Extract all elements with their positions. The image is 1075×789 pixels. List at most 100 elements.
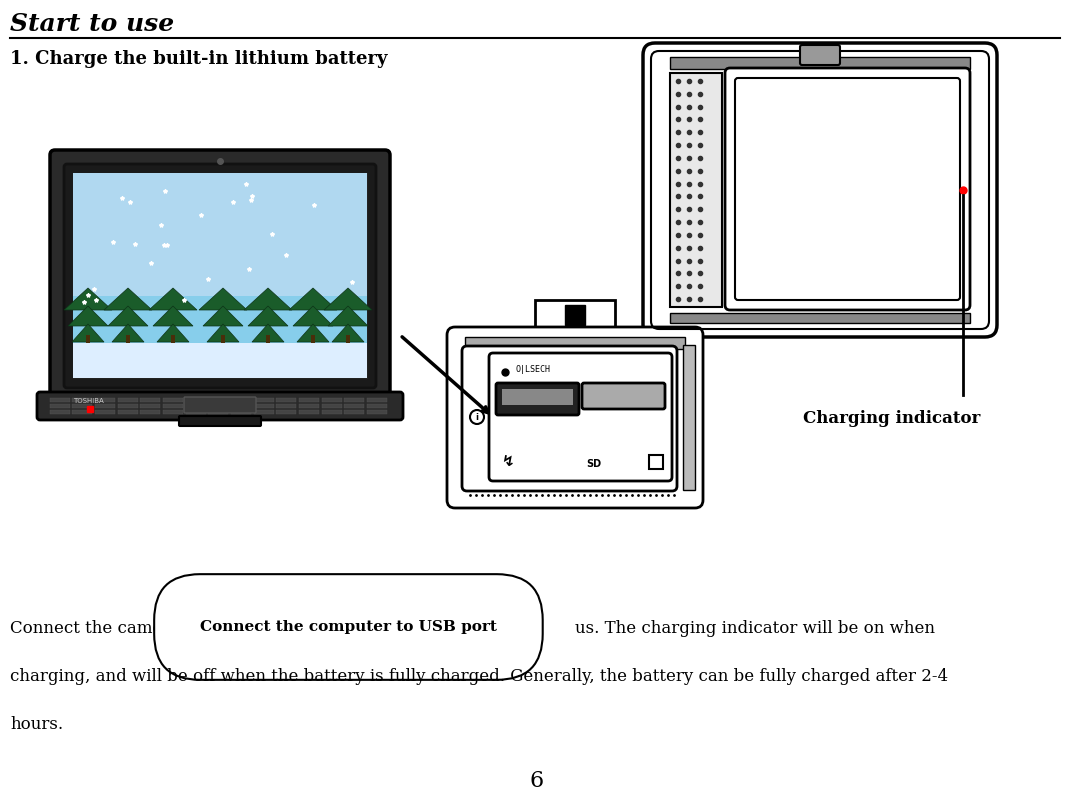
Bar (73, 343, 367, 378)
Polygon shape (112, 324, 144, 342)
Bar (367, 404, 387, 408)
Bar (299, 410, 319, 414)
Bar (276, 404, 296, 408)
Bar (322, 410, 342, 414)
FancyBboxPatch shape (735, 78, 960, 300)
Bar (140, 398, 160, 402)
Bar (322, 404, 342, 408)
Bar (670, 73, 722, 307)
Bar (72, 398, 92, 402)
Bar (95, 398, 115, 402)
Bar (231, 404, 250, 408)
Polygon shape (108, 306, 148, 326)
Polygon shape (199, 288, 247, 310)
Bar (140, 410, 160, 414)
Polygon shape (68, 306, 108, 326)
Bar (299, 398, 319, 402)
FancyBboxPatch shape (496, 383, 579, 415)
Bar (73, 173, 367, 296)
Bar (73, 296, 367, 378)
FancyBboxPatch shape (582, 383, 665, 409)
Bar (254, 404, 274, 408)
Bar (51, 404, 70, 408)
Bar (126, 335, 130, 343)
Text: charging, and will be off when the battery is fully charged. Generally, the batt: charging, and will be off when the batte… (10, 668, 948, 685)
Bar (367, 398, 387, 402)
Bar (207, 410, 228, 414)
FancyBboxPatch shape (180, 416, 261, 426)
Bar (346, 335, 350, 343)
Bar (118, 398, 138, 402)
Polygon shape (72, 324, 104, 342)
Bar (186, 398, 206, 402)
Text: Charging indicator: Charging indicator (803, 410, 980, 427)
Bar (670, 57, 970, 69)
Bar (140, 404, 160, 408)
Bar (322, 398, 342, 402)
Bar (86, 335, 90, 343)
Bar (221, 335, 225, 343)
Polygon shape (153, 306, 194, 326)
Text: ↯: ↯ (501, 454, 514, 469)
Bar (163, 410, 183, 414)
Bar (186, 410, 206, 414)
Bar (95, 404, 115, 408)
Text: TOSHIBA: TOSHIBA (73, 398, 104, 404)
FancyBboxPatch shape (462, 346, 677, 491)
FancyBboxPatch shape (37, 392, 403, 420)
Polygon shape (244, 288, 292, 310)
Text: O|LSECH: O|LSECH (515, 365, 550, 374)
FancyBboxPatch shape (447, 327, 703, 508)
Polygon shape (248, 306, 288, 326)
Bar (535, 300, 615, 335)
Bar (649, 455, 663, 469)
FancyBboxPatch shape (51, 150, 390, 400)
Polygon shape (149, 288, 197, 310)
Bar (163, 398, 183, 402)
FancyBboxPatch shape (64, 164, 376, 388)
Bar (565, 305, 585, 325)
Bar (207, 398, 228, 402)
Bar (51, 398, 70, 402)
Polygon shape (289, 288, 336, 310)
Bar (186, 404, 206, 408)
Polygon shape (207, 324, 239, 342)
Bar (95, 410, 115, 414)
Bar (266, 335, 270, 343)
FancyBboxPatch shape (800, 45, 840, 65)
Text: Start to use: Start to use (10, 12, 174, 36)
Polygon shape (328, 306, 368, 326)
Polygon shape (324, 288, 372, 310)
Polygon shape (104, 288, 152, 310)
Polygon shape (157, 324, 189, 342)
Bar (683, 345, 696, 490)
Bar (670, 313, 970, 323)
Text: us. The charging indicator will be on when: us. The charging indicator will be on wh… (575, 620, 935, 637)
Bar (72, 410, 92, 414)
FancyBboxPatch shape (725, 68, 970, 310)
Bar (344, 398, 364, 402)
Bar (299, 404, 319, 408)
Bar (207, 404, 228, 408)
Bar (163, 404, 183, 408)
Polygon shape (64, 288, 112, 310)
Polygon shape (203, 306, 243, 326)
Bar (51, 410, 70, 414)
Polygon shape (297, 324, 329, 342)
Bar (171, 335, 175, 343)
Circle shape (470, 410, 484, 424)
Bar (276, 398, 296, 402)
Text: SD: SD (586, 459, 601, 469)
Text: 1. Charge the built-in lithium battery: 1. Charge the built-in lithium battery (10, 50, 387, 68)
Bar (502, 389, 573, 405)
Bar (72, 404, 92, 408)
Bar (344, 404, 364, 408)
Text: hours.: hours. (10, 716, 63, 733)
Polygon shape (252, 324, 284, 342)
FancyBboxPatch shape (489, 353, 672, 481)
Bar (73, 173, 367, 378)
Bar (311, 335, 315, 343)
FancyBboxPatch shape (643, 43, 997, 337)
Bar (367, 410, 387, 414)
Bar (465, 337, 685, 349)
